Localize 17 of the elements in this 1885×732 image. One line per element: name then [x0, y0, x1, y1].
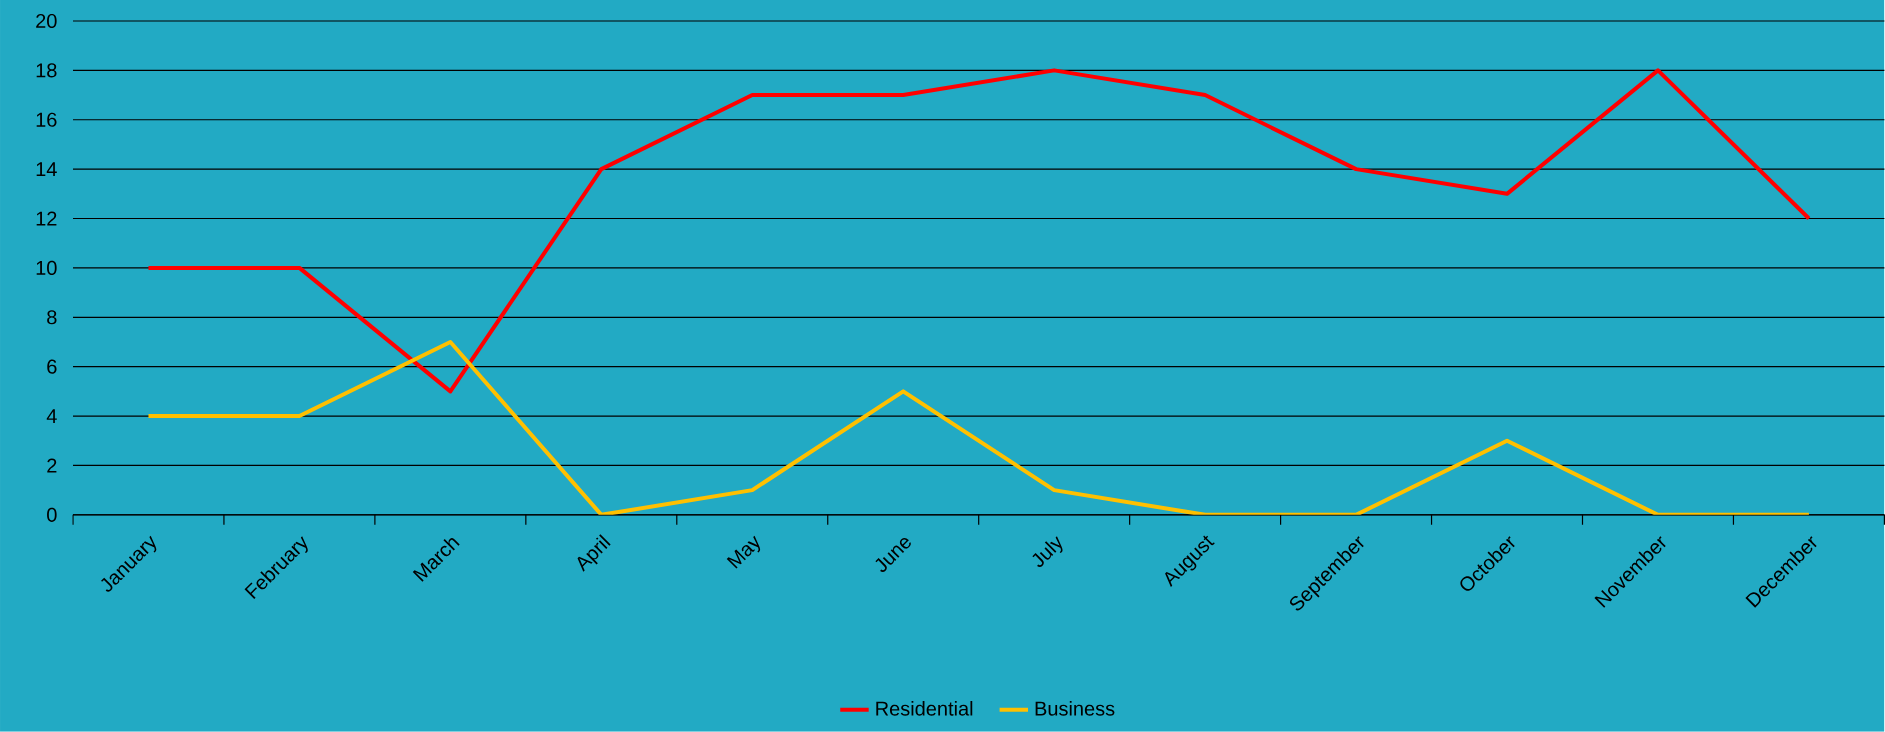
y-tick-label: 20 — [36, 14, 57, 29]
y-tick-label: 4 — [46, 409, 57, 424]
y-tick-label: 16 — [36, 112, 57, 127]
y-tick-label: 14 — [36, 162, 57, 177]
y-tick-label: 0 — [47, 507, 57, 523]
y-tick-label: 6 — [47, 359, 57, 374]
x-tick-label: July — [1032, 536, 1063, 568]
line-series — [146, 68, 1811, 394]
legend-label: Residential — [876, 701, 973, 716]
legend-label: Business — [1035, 701, 1115, 716]
x-tick-label: May — [726, 535, 761, 569]
y-tick-label: 8 — [47, 310, 57, 325]
y-tick-label: 18 — [36, 63, 57, 78]
y-tick-label: 10 — [36, 260, 57, 276]
line-series — [146, 340, 1811, 515]
y-tick-label: 12 — [36, 211, 57, 226]
y-tick-label: 2 — [47, 458, 57, 473]
